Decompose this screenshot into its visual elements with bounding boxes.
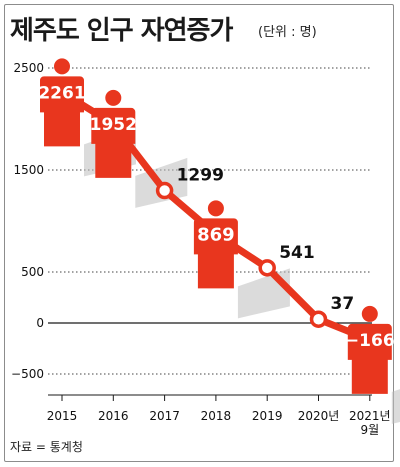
chart-frame [4,4,394,462]
source-note: 자료 = 통계청 [10,440,83,454]
y-tick-label: −500 [11,367,44,381]
x-tick-label: 2017 [149,409,180,423]
y-tick-label: 1500 [13,163,44,177]
data-label: −166 [345,331,395,351]
person-marker-head [207,200,224,217]
person-marker-body [347,323,392,394]
x-tick-label: 2016 [98,409,129,423]
x-tick-label: 2015 [47,409,78,423]
point-marker [309,310,328,328]
person-marker-head [105,89,122,106]
person-marker-body [40,76,84,147]
chart-title: 제주도 인구 자연증가 [10,16,233,46]
data-label: 869 [197,224,235,245]
person-marker-body [91,107,136,178]
point-marker [258,259,276,277]
person-marker-head [54,58,70,75]
figure-shadow [391,389,400,424]
data-label: 37 [331,294,355,314]
x-tick-label: 2021년 9월 [349,409,391,437]
chart-subtitle: (단위 : 명) [258,25,317,40]
x-tick-label: 2018 [201,409,232,423]
y-tick-label: 500 [21,265,44,279]
x-tick-label: 2020년 [298,409,340,423]
data-label: 1299 [177,166,224,186]
person-marker-head [361,305,378,322]
point-marker [155,181,174,200]
data-label: 2261 [38,83,85,103]
data-label: 1952 [90,115,137,135]
y-tick-label: 0 [36,316,44,330]
person-marker-body [193,218,238,289]
y-tick-label: 2500 [13,61,44,75]
x-tick-label: 2019 [252,409,283,423]
data-label: 541 [279,243,315,263]
